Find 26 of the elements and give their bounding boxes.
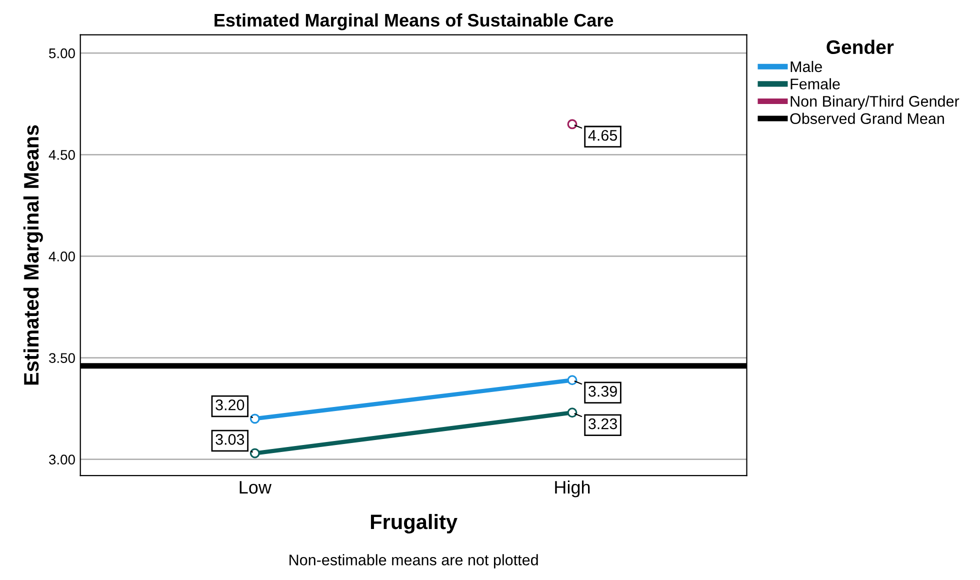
data-label: 3.03 [216, 434, 244, 445]
x-tick-label: High [555, 480, 590, 498]
legend-title: Gender [826, 40, 894, 54]
text: Non-estimable means are not plotted [290, 554, 538, 568]
data-label: 3.39 [588, 386, 617, 397]
y-tick-label: 5.00 [49, 48, 75, 58]
y-axis-title: Estimated Marginal Means [23, 125, 43, 385]
data-label: 3.23 [588, 418, 617, 430]
point [250, 414, 260, 424]
legend-label: Male [790, 60, 822, 72]
legend-label: Female [790, 78, 840, 90]
y-tick-label: 3.50 [49, 353, 75, 363]
point [567, 375, 578, 386]
point [567, 408, 578, 418]
x-axis-title: Frugality [370, 514, 458, 534]
y-tick-label: 3.00 [49, 454, 75, 465]
data-label: 3.20 [216, 400, 244, 410]
chart-title: Estimated Marginal Means of Sustainable Care [214, 13, 614, 30]
legend-label: Observed Grand Mean [790, 112, 944, 124]
x-tick-label: Low [240, 481, 272, 494]
point [567, 119, 578, 130]
data-label: 4.65 [588, 130, 618, 141]
legend-label: Non Binary/Third Gender [790, 96, 960, 110]
y-tick-label: 4.00 [48, 252, 75, 262]
y-tick-label: 4.50 [48, 150, 75, 160]
point [250, 448, 260, 458]
